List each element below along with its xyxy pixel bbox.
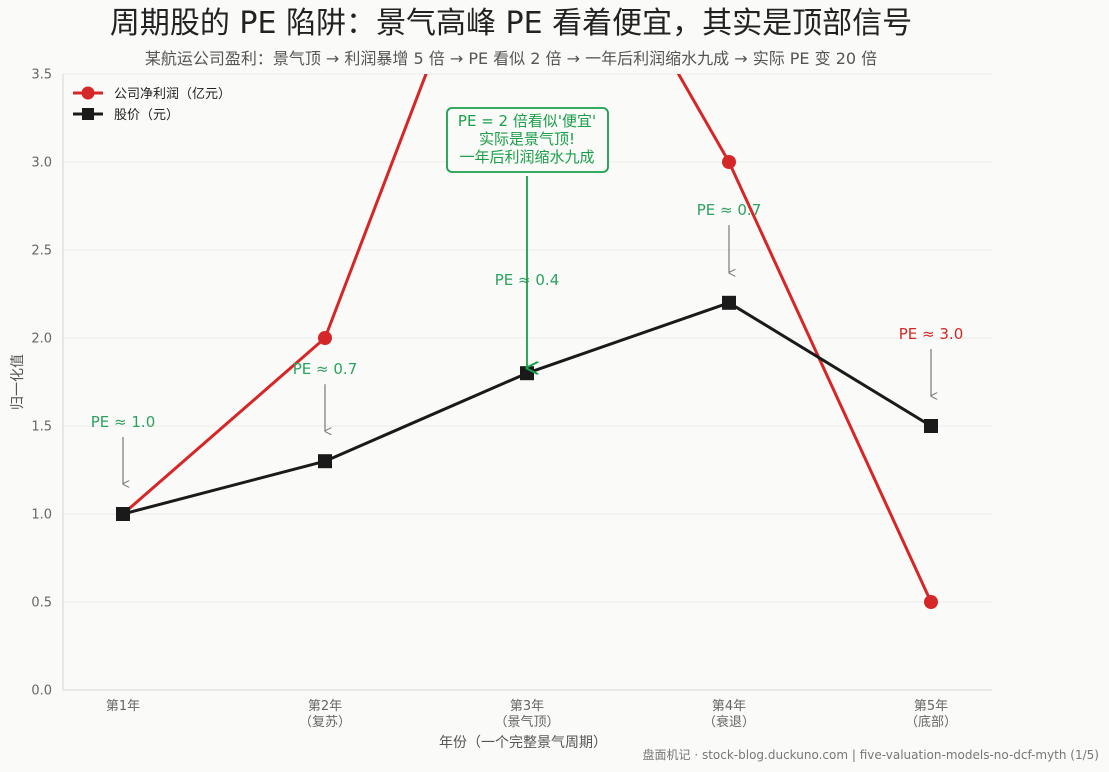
data-point-circle <box>924 595 938 609</box>
callout-line-2: 实际是景气顶! <box>479 130 575 148</box>
data-point-circle <box>722 155 736 169</box>
x-tick-label: 第5年 <box>914 699 948 714</box>
pe-annotation: PE ≈ 0.7 <box>293 360 357 378</box>
y-tick-label: 1.0 <box>31 508 52 523</box>
data-point-square <box>520 366 534 381</box>
series-line-0 <box>122 74 933 603</box>
y-tick-label: 3.5 <box>31 68 52 83</box>
callout-line-1: PE = 2 倍看似'便宜' <box>458 112 596 130</box>
x-tick-label: 第1年 <box>106 699 140 714</box>
pe-annotation: PE ≈ 1.0 <box>91 413 155 431</box>
y-axis-label: 归一化值 <box>9 354 26 410</box>
pe-annotation: PE ≈ 3.0 <box>899 325 963 343</box>
callout-line-3: 一年后利润缩水九成 <box>459 148 594 166</box>
y-tick-label: 2.5 <box>31 244 52 259</box>
data-point-square <box>924 419 938 433</box>
x-tick-sublabel: （景气顶） <box>494 714 559 730</box>
legend-marker-profit <box>81 86 95 100</box>
x-tick-sublabel: （衰退） <box>703 714 755 730</box>
data-point-circle <box>318 331 332 345</box>
x-tick-sublabel: （复苏） <box>299 714 351 730</box>
chart-title: 周期股的 PE 陷阱：景气高峰 PE 看着便宜，其实是顶部信号 <box>110 6 912 41</box>
chart-subtitle: 某航运公司盈利：景气顶 → 利润暴增 5 倍 → PE 看似 2 倍 → 一年后… <box>145 49 877 68</box>
pe-annotation: PE ≈ 0.7 <box>697 201 761 219</box>
y-tick-label: 1.5 <box>31 420 52 435</box>
y-tick-label: 3.0 <box>31 156 52 171</box>
y-tick-label: 0.0 <box>31 684 52 699</box>
x-axis-label: 年份（一个完整景气周期） <box>439 735 607 751</box>
x-tick-label: 第2年 <box>308 699 342 714</box>
y-tick-label: 0.5 <box>31 596 52 611</box>
axes-layer <box>62 74 992 691</box>
legend-marker-price <box>82 108 94 120</box>
legend: 公司净利润（亿元） 股价（元） <box>73 86 231 123</box>
marker-layer <box>116 155 938 609</box>
callout-box: PE = 2 倍看似'便宜' 实际是景气顶! 一年后利润缩水九成 <box>446 107 609 368</box>
y-tick-label: 2.0 <box>31 332 52 347</box>
data-point-square <box>722 295 736 310</box>
x-tick-sublabel: （底部） <box>905 714 957 730</box>
legend-label-profit: 公司净利润（亿元） <box>114 87 231 102</box>
x-tick-label: 第3年 <box>510 699 544 714</box>
footer-credit: 盘面机记 · stock-blog.duckuno.com | five-val… <box>643 747 1099 762</box>
y-tick-labels: 0.0 0.5 1.0 1.5 2.0 2.5 3.0 3.5 <box>31 68 52 699</box>
data-point-square <box>116 507 130 521</box>
data-point-square <box>318 454 332 469</box>
callout-frame <box>446 107 609 173</box>
legend-label-price: 股价（元） <box>114 108 179 123</box>
x-tick-label: 第4年 <box>712 699 746 714</box>
x-tick-labels: 第1年 第2年（复苏） 第3年（景气顶） 第4年（衰退） 第5年（底部） <box>106 699 957 730</box>
annotation-layer: PE ≈ 1.0PE ≈ 0.7PE ≈ 0.4PE ≈ 0.7PE ≈ 3.0 <box>91 201 963 484</box>
